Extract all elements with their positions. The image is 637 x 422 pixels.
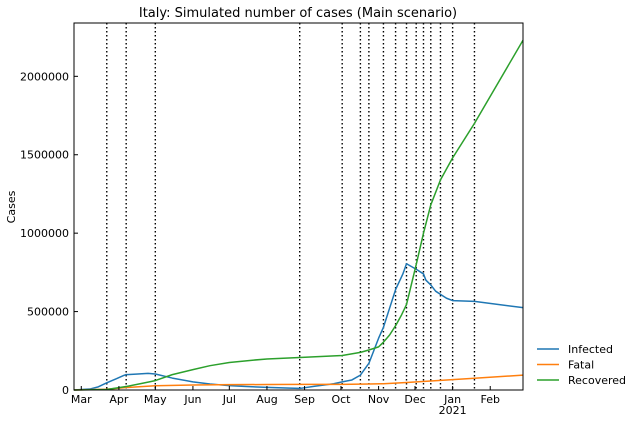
x-tick-label: Aug [256, 393, 277, 406]
legend-label-fatal: Fatal [568, 359, 594, 372]
x-tick-label: Mar [71, 393, 92, 406]
x-tick-label: Nov [368, 393, 390, 406]
series-line-infected [73, 263, 524, 391]
x-tick-label: Feb [480, 393, 499, 406]
x-tick-label: Apr [109, 393, 129, 406]
x-tick-label: Jun [183, 393, 201, 406]
y-tick-label: 0 [62, 384, 69, 397]
x-tick-label: Sep [294, 393, 315, 406]
y-tick-label: 1500000 [20, 149, 69, 162]
x-tick-label: Dec [404, 393, 425, 406]
series-line-recovered [73, 39, 524, 391]
y-tick-label: 1000000 [20, 227, 69, 240]
y-tick-label: 2000000 [20, 70, 69, 83]
x-tick-label: Jul [222, 393, 236, 406]
x-axis-ticks: Mar Apr May Jun Jul Aug Sep Oct Nov Dec Jan Feb 2021 [71, 386, 500, 417]
x-year-label: 2021 [439, 404, 467, 417]
legend: Infected Fatal Recovered [537, 343, 626, 387]
series-line-fatal [73, 374, 524, 391]
data-lines [73, 39, 524, 391]
x-tick-label: Oct [331, 393, 351, 406]
x-tick-label: May [144, 393, 167, 406]
y-axis-label: Cases [5, 190, 18, 223]
x-tick-label: Jan [443, 393, 461, 406]
chart-title: Italy: Simulated number of cases (Main s… [139, 6, 457, 21]
y-axis-ticks: 0 500000 1000000 1500000 2000000 [20, 70, 78, 397]
phase-change-lines [106, 23, 476, 390]
legend-label-recovered: Recovered [568, 374, 626, 387]
y-tick-label: 500000 [27, 306, 69, 319]
legend-label-infected: Infected [568, 343, 613, 356]
plot-frame [73, 22, 524, 391]
